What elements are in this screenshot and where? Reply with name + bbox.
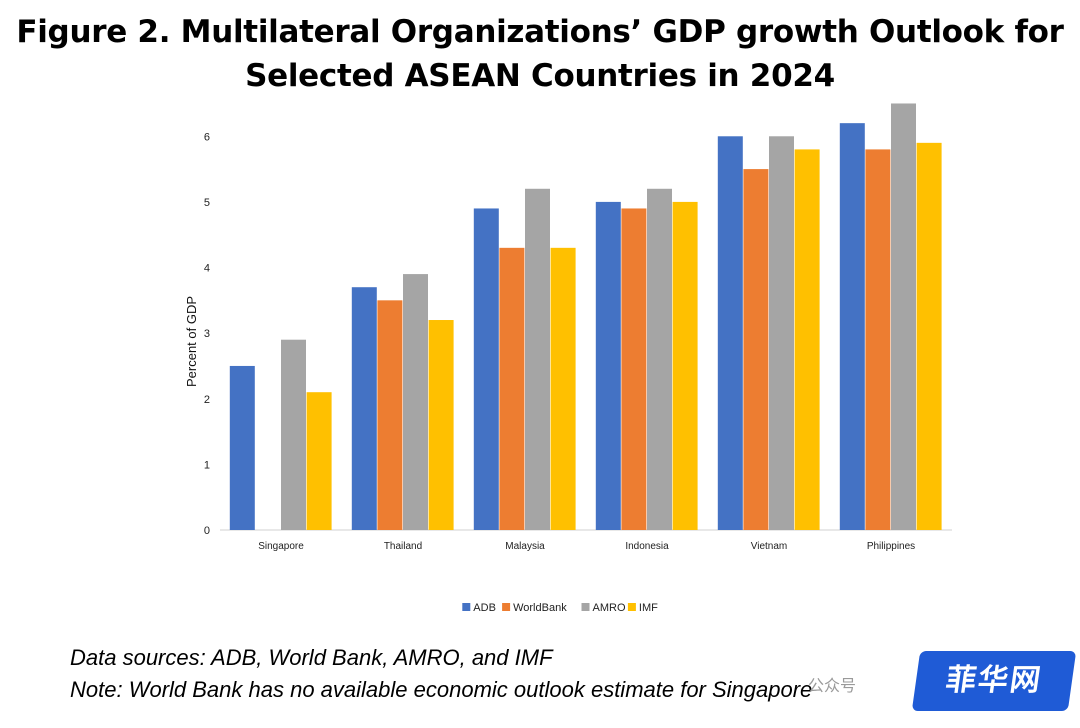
y-axis-label: Percent of GDP bbox=[184, 296, 199, 387]
bar-worldbank-malaysia bbox=[499, 247, 525, 530]
bar-imf-malaysia bbox=[550, 247, 576, 530]
x-tick-label: Vietnam bbox=[751, 541, 788, 552]
chart-notes: Data sources: ADB, World Bank, AMRO, and… bbox=[70, 642, 812, 706]
y-tick-label: 5 bbox=[204, 197, 210, 209]
y-tick-label: 6 bbox=[204, 131, 210, 143]
chart-title-line-1: Figure 2. Multilateral Organizations’ GD… bbox=[16, 14, 1064, 50]
x-tick-label: Singapore bbox=[258, 541, 304, 552]
chart-title: Figure 2. Multilateral Organizations’ GD… bbox=[0, 10, 1080, 98]
chart-legend: ADB WorldBank AMRO IMF bbox=[462, 602, 658, 614]
bar-adb-philippines bbox=[839, 123, 865, 530]
legend-swatch-worldbank bbox=[502, 603, 511, 611]
bar-amro-singapore bbox=[281, 339, 306, 530]
x-tick-label: Philippines bbox=[867, 541, 915, 552]
legend-swatch-adb bbox=[462, 603, 471, 611]
watermark-text: 公众号 bbox=[808, 676, 857, 695]
bar-amro-indonesia bbox=[647, 188, 672, 530]
legend-label-imf: IMF bbox=[639, 602, 658, 614]
bar-chart: 0 1 2 3 4 5 6 Percent of GDP Singapore Thailand Ma… bbox=[184, 103, 952, 614]
bar-adb-vietnam bbox=[717, 136, 743, 530]
bar-adb-singapore bbox=[229, 365, 255, 530]
bar-amro-vietnam bbox=[769, 136, 794, 530]
y-tick-label: 1 bbox=[204, 459, 210, 471]
watermark-badge: 菲华网 bbox=[911, 651, 1077, 711]
bar-imf-philippines bbox=[916, 142, 942, 531]
bar-imf-thailand bbox=[428, 320, 454, 530]
chart-title-line-2: Selected ASEAN Countries in 2024 bbox=[245, 58, 835, 94]
bar-imf-singapore bbox=[306, 392, 332, 530]
bar-imf-vietnam bbox=[794, 149, 820, 530]
bar-adb-thailand bbox=[351, 287, 377, 530]
singapore-note: Note: World Bank has no available econom… bbox=[70, 677, 813, 702]
bar-worldbank-philippines bbox=[865, 149, 891, 530]
bar-amro-thailand bbox=[403, 274, 428, 530]
bar-adb-malaysia bbox=[473, 208, 499, 530]
legend-label-adb: ADB bbox=[473, 602, 496, 614]
x-tick-label: Indonesia bbox=[625, 541, 669, 552]
legend-swatch-imf bbox=[627, 603, 636, 611]
x-tick-label: Thailand bbox=[384, 541, 422, 552]
legend-swatch-amro bbox=[581, 603, 590, 611]
bar-amro-malaysia bbox=[525, 188, 550, 530]
chart-bars bbox=[229, 103, 942, 531]
bar-imf-indonesia bbox=[672, 201, 698, 531]
x-tick-label: Malaysia bbox=[505, 541, 545, 552]
data-sources-note: Data sources: ADB, World Bank, AMRO, and… bbox=[70, 645, 553, 670]
y-tick-label: 3 bbox=[204, 328, 210, 340]
legend-label-amro: AMRO bbox=[593, 602, 626, 614]
bar-worldbank-indonesia bbox=[621, 208, 647, 530]
bar-worldbank-vietnam bbox=[743, 169, 769, 530]
bar-worldbank-thailand bbox=[377, 300, 403, 530]
bar-amro-philippines bbox=[891, 103, 916, 531]
chart-axes: 0 1 2 3 4 5 6 Percent of GDP Singapore Thailand Ma… bbox=[184, 131, 952, 552]
y-tick-label: 4 bbox=[204, 263, 210, 275]
bar-adb-indonesia bbox=[595, 201, 621, 531]
y-tick-label: 0 bbox=[204, 525, 210, 537]
legend-label-worldbank: WorldBank bbox=[513, 602, 567, 614]
y-tick-label: 2 bbox=[204, 394, 210, 406]
